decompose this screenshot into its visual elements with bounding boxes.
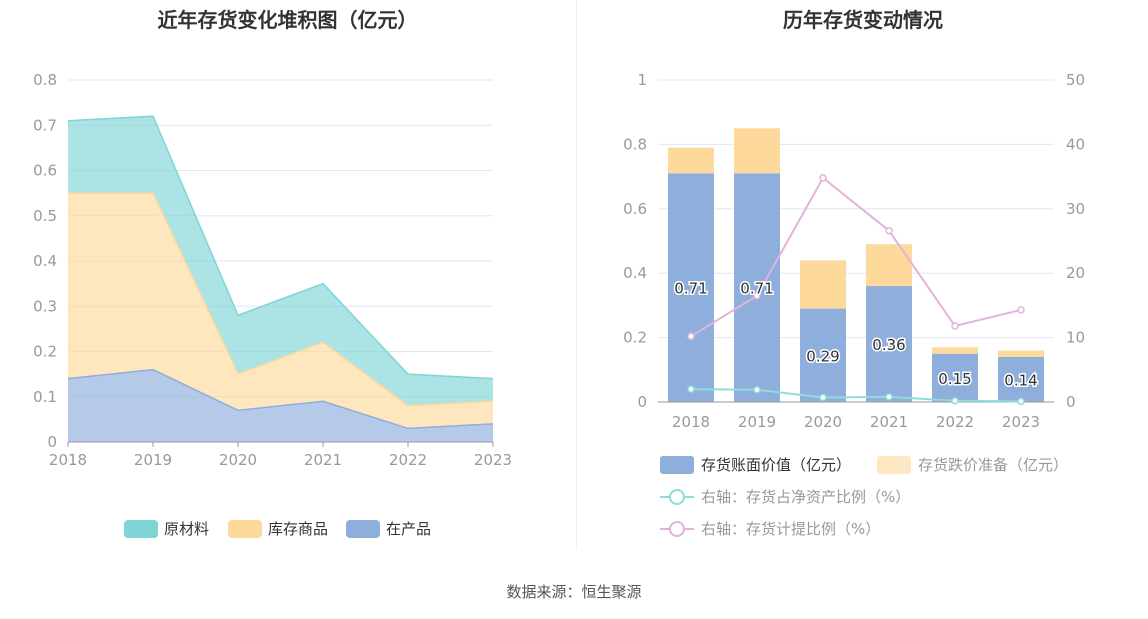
legend-label: 存货账面价值（亿元） [701, 456, 851, 474]
line-provision-ratio-point [885, 226, 893, 235]
legend-swatch [346, 520, 380, 538]
area-series-line [67, 368, 494, 430]
y2-tick-label: 20 [1066, 264, 1085, 282]
y-tick-label: 0.4 [33, 252, 57, 270]
bar-data-label: 0.36 [872, 336, 905, 354]
x-tick-label: 2018 [672, 413, 710, 431]
bar-impairment [998, 350, 1044, 357]
x-tick-label: 2021 [304, 451, 342, 469]
bar-data-label: 0.29 [806, 347, 839, 365]
legend-label: 右轴：存货计提比例（%） [701, 520, 880, 538]
bar-data-label: 0.14 [1004, 371, 1037, 389]
x-tick-label: 2022 [389, 451, 427, 469]
x-tick-label: 2021 [870, 413, 908, 431]
right-chart-title: 历年存货变动情况 [783, 8, 943, 32]
line-ratio-net-assets [690, 388, 1022, 403]
area-series [68, 193, 493, 429]
bar-impairment [932, 347, 978, 354]
y-tick-label: 0.4 [623, 264, 647, 282]
data-source-note: 数据来源：恒生聚源 [506, 583, 642, 601]
line-provision-ratio-point [1017, 306, 1025, 314]
line-ratio-net-assets-point [885, 393, 893, 401]
y-tick-label: 0.3 [33, 297, 57, 315]
area-series [68, 369, 493, 442]
line-ratio-net-assets-point [687, 385, 695, 393]
x-tick-label: 2019 [738, 413, 776, 431]
line-ratio-net-assets-point [753, 386, 761, 394]
legend-label: 存货跌价准备（亿元） [918, 456, 1068, 474]
bar-data-label: 0.71 [674, 280, 707, 298]
line-ratio-net-assets-point [951, 396, 959, 405]
x-tick-label: 2019 [134, 451, 172, 469]
left-chart-title: 近年存货变化堆积图（亿元） [157, 8, 418, 32]
legend-label: 库存商品 [268, 520, 328, 538]
legend-swatch [228, 520, 262, 538]
legend-label: 在产品 [386, 520, 431, 538]
y2-tick-label: 10 [1066, 329, 1085, 347]
bar-impairment [866, 244, 912, 287]
y2-tick-label: 40 [1066, 135, 1085, 153]
bar-book-value [932, 353, 978, 402]
bar-book-value [668, 173, 714, 402]
y-tick-label: 0.5 [33, 207, 57, 225]
bar-book-value [734, 173, 780, 402]
bar-impairment [668, 147, 714, 174]
bar-book-value [800, 308, 846, 402]
legend-marker [669, 521, 685, 537]
line-ratio-net-assets-point [819, 393, 827, 402]
stacked-area-chart: 0 0.1 0.2 0.3 0.4 0.5 0.6 0.7 0.8 2018 2019 2020 202… [33, 71, 512, 538]
bar-impairment [734, 128, 780, 174]
y-tick-label: 0 [47, 433, 57, 451]
line-provision-ratio-point [753, 291, 761, 300]
line-provision-ratio-point [951, 322, 959, 330]
x-tick-label: 2020 [219, 451, 257, 469]
y-tick-label: 0.8 [623, 135, 647, 153]
y-tick-label: 1 [637, 71, 647, 89]
legend-label: 原材料 [164, 520, 209, 538]
bar-book-value [998, 356, 1044, 402]
bar-impairment [800, 260, 846, 309]
area-series [68, 116, 493, 406]
area-series-line [67, 115, 494, 380]
x-tick-label: 2023 [1002, 413, 1040, 431]
x-tick-label: 2022 [936, 413, 974, 431]
x-tick-label: 2018 [49, 451, 87, 469]
line-provision-ratio-point [819, 174, 827, 182]
y-tick-label: 0.8 [33, 71, 57, 89]
line-provision-ratio [690, 176, 1022, 338]
bar-data-label: 0.71 [740, 280, 773, 298]
bar-book-value [866, 286, 912, 402]
chart-divider [576, 0, 577, 550]
legend-marker [669, 489, 685, 505]
area-series-line [68, 192, 494, 407]
y-tick-label: 0.2 [623, 329, 647, 347]
y-tick-label: 0 [637, 393, 647, 411]
y2-tick-label: 50 [1066, 71, 1085, 89]
legend-swatch [660, 456, 694, 474]
legend-swatch [877, 456, 911, 474]
y-tick-label: 0.7 [33, 116, 57, 134]
legend-label: 右轴：存货占净资产比例（%） [701, 488, 910, 506]
bar-data-label: 0.15 [938, 370, 971, 388]
y-tick-label: 0.1 [33, 388, 57, 406]
y-tick-label: 0.6 [623, 200, 647, 218]
x-tick-label: 2023 [474, 451, 512, 469]
y-tick-label: 0.2 [33, 343, 57, 361]
y-tick-label: 0.6 [33, 162, 57, 180]
line-ratio-net-assets-point [1017, 397, 1025, 406]
y2-tick-label: 0 [1066, 393, 1076, 411]
y2-tick-label: 30 [1066, 200, 1085, 218]
legend-swatch [124, 520, 158, 538]
line-provision-ratio-point [687, 332, 695, 341]
x-tick-label: 2020 [804, 413, 842, 431]
